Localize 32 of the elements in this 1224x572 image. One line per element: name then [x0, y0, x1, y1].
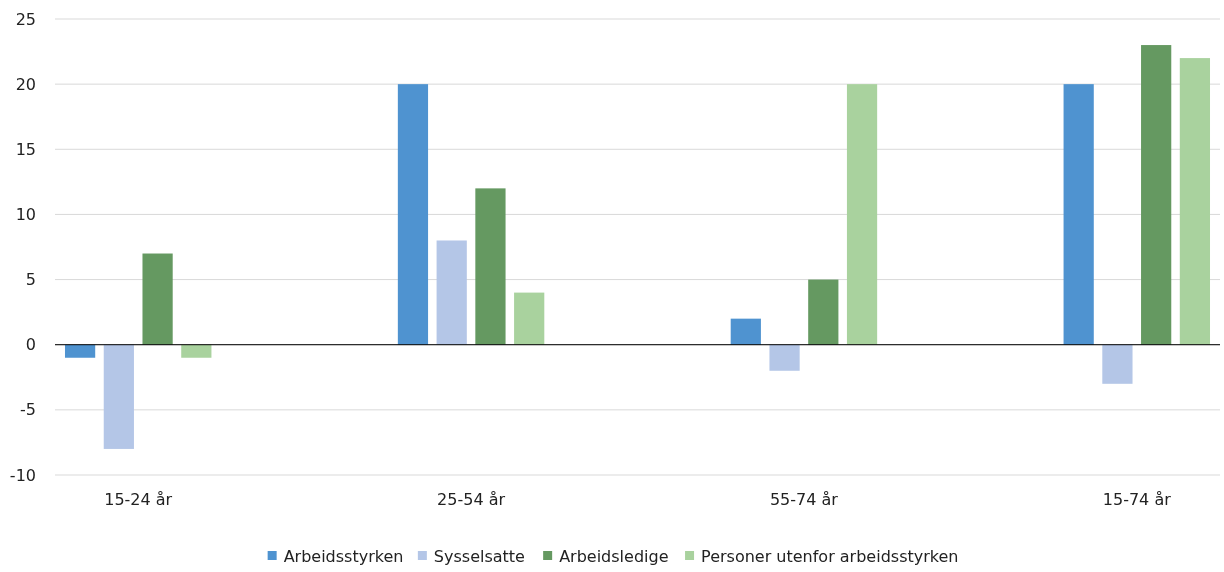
bar [475, 188, 506, 345]
y-tick-label: 0 [25, 335, 36, 355]
bar [1141, 45, 1172, 345]
bar [1063, 84, 1094, 345]
bar [181, 344, 212, 358]
bar [64, 344, 96, 358]
bar [1102, 344, 1133, 384]
y-tick-label: 25 [15, 9, 36, 29]
x-tick-label: 15-74 år [1102, 490, 1172, 509]
bar [397, 84, 429, 345]
x-tick-label: 55-74 år [769, 490, 839, 509]
y-tick-label: 15 [15, 139, 36, 159]
legend-label: Arbeidsledige [559, 547, 669, 566]
bar [808, 279, 839, 345]
y-tick-label: -10 [9, 465, 36, 485]
legend-label: Arbeidsstyrken [283, 547, 404, 566]
y-tick-label: 20 [15, 74, 36, 94]
y-tick-label: 10 [15, 205, 36, 225]
x-tick-label: 25-54 år [437, 490, 506, 509]
bar [436, 240, 467, 345]
x-tick-label: 15-24 år [104, 490, 173, 509]
bar [846, 84, 878, 345]
y-tick-label: 5 [25, 270, 36, 290]
bar [103, 344, 134, 449]
legend-label: Sysselsatte [433, 547, 525, 566]
legend-label: Personer utenfor arbeidsstyrken [701, 547, 959, 566]
bar [730, 318, 761, 345]
bar [1179, 58, 1211, 345]
y-tick-label: -5 [20, 400, 36, 420]
bar [514, 292, 545, 345]
bar [769, 344, 800, 371]
bar [142, 253, 173, 345]
